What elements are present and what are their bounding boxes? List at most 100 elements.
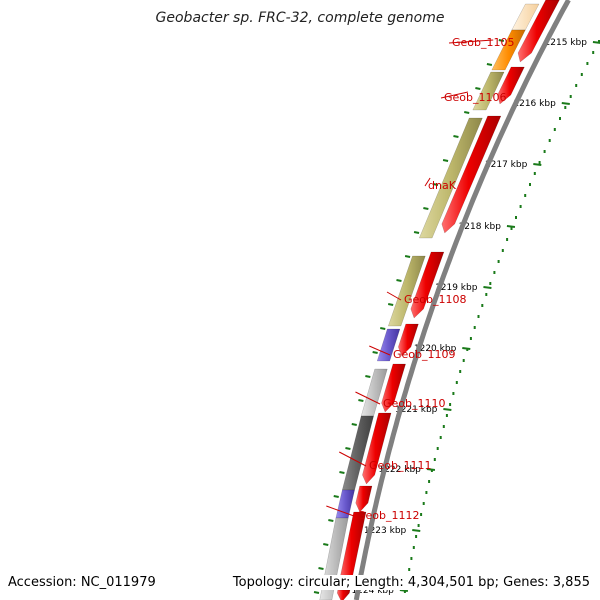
- reverse-cds: [497, 66, 525, 105]
- leader-line: [448, 39, 494, 44]
- ruler-dot: [569, 95, 572, 98]
- ruler-dot: [489, 282, 492, 285]
- reverse-cds: [336, 589, 351, 600]
- reverse-cds: [398, 323, 419, 357]
- tick-label: 1223 kbp: [364, 526, 407, 536]
- ruler-dot: [462, 359, 465, 362]
- gene-label: Geob_1105: [452, 36, 515, 49]
- ruler-dot: [524, 194, 527, 197]
- ruler-dot: [501, 249, 504, 252]
- tick-label: 1220 kbp: [414, 344, 457, 354]
- ruler-dot: [408, 568, 411, 571]
- tick-mark: [483, 286, 492, 289]
- outer-tick: [453, 135, 459, 138]
- tick-label: 1219 kbp: [435, 283, 478, 293]
- outer-tick: [464, 111, 470, 114]
- ruler-dot: [538, 161, 541, 164]
- map-title: Geobacter sp. FRC-32, complete genome: [155, 10, 445, 26]
- gene-label: Geob_1108: [404, 293, 467, 306]
- outer-tick: [333, 495, 339, 498]
- ruler-dot: [459, 370, 462, 373]
- ruler-dot: [445, 414, 448, 417]
- outer-tick: [345, 447, 351, 450]
- tick-marks: 1215 kbp 1216 kbp 1217 kbp 1218 kbp 1219 kbp…: [351, 38, 600, 596]
- reverse-strand-cds: [336, 0, 560, 600]
- tick-label: 1222 kbp: [378, 465, 421, 475]
- gene-label: Geob_1112: [357, 509, 420, 522]
- topology-text: Topology: circular; Length: 4,304,501 bp…: [232, 575, 590, 590]
- leader-line: [386, 291, 402, 301]
- gene-label: Geob_1111: [369, 459, 432, 472]
- ruler-dot: [428, 480, 431, 483]
- ruler-dot: [510, 227, 513, 230]
- outer-tick: [313, 591, 320, 594]
- tick-label: 1215 kbp: [545, 38, 588, 48]
- ruler-dot: [422, 502, 425, 505]
- ruler-dot: [485, 293, 488, 296]
- outer-tick: [365, 375, 371, 378]
- ruler-dot: [425, 491, 428, 494]
- leader-line: [424, 177, 431, 187]
- leader-line: [326, 505, 355, 517]
- ruler-dot: [586, 62, 589, 65]
- ruler-dot: [477, 315, 480, 318]
- tick-mark: [506, 225, 516, 228]
- ruler-dot: [497, 260, 500, 263]
- forward-cds: [376, 328, 401, 362]
- ruler-dot: [515, 216, 517, 219]
- outer-tick: [339, 471, 345, 474]
- tick-label: 1224 kbp: [351, 586, 394, 596]
- outer-tick: [486, 63, 493, 66]
- leader-line: [440, 91, 469, 99]
- ruler-dot: [415, 535, 418, 538]
- ruler-dot: [420, 513, 423, 516]
- tick-mark: [399, 589, 408, 592]
- outer-tick: [442, 159, 449, 162]
- outer-tick: [396, 279, 402, 282]
- outer-tick: [498, 39, 505, 42]
- outer-tick: [432, 183, 439, 186]
- ruler-dot: [449, 403, 452, 406]
- ruler-dot: [410, 557, 413, 560]
- ruler-dot: [592, 51, 595, 54]
- ruler-dot: [564, 106, 567, 109]
- forward-cds: [387, 255, 426, 327]
- leader-line: [369, 345, 391, 356]
- outer-tick: [380, 327, 386, 330]
- tick-label: 1221 kbp: [395, 405, 438, 415]
- tick-mark: [412, 529, 421, 532]
- ruler-dot: [452, 392, 455, 395]
- reverse-cds: [362, 412, 392, 485]
- ruler-dot: [580, 73, 583, 76]
- tick-mark: [426, 468, 436, 471]
- outer-tick: [413, 231, 420, 234]
- forward-strand-cds: [319, 3, 540, 600]
- ruler-dot: [436, 447, 439, 450]
- tick-mark: [533, 163, 542, 166]
- ruler-dot: [575, 84, 578, 87]
- ruler-dot: [543, 150, 546, 153]
- ruler-dot: [559, 117, 561, 120]
- forward-cds: [418, 117, 483, 239]
- reverse-cds: [355, 485, 373, 513]
- tick-mark: [462, 347, 471, 350]
- ruler-dot: [417, 524, 420, 527]
- tick-mark: [561, 102, 570, 105]
- outer-tick: [423, 207, 429, 210]
- ruler-dot: [469, 337, 472, 340]
- forward-cds: [472, 71, 505, 111]
- ruler-dot: [519, 205, 522, 208]
- leader-line: [355, 391, 381, 405]
- gene-label: Geob_1110: [383, 397, 446, 410]
- ruler-dot: [473, 326, 476, 329]
- ruler-dot: [481, 304, 484, 307]
- outer-tick: [323, 543, 329, 546]
- reverse-cds: [381, 363, 406, 413]
- ruler-dot: [506, 238, 509, 241]
- outer-tick-marks: [313, 39, 505, 594]
- outer-tick: [328, 519, 334, 522]
- outer-tick: [475, 87, 481, 90]
- ruler-dot: [442, 425, 445, 428]
- gene-label: dnaK: [428, 179, 457, 192]
- tick-mark: [592, 41, 600, 44]
